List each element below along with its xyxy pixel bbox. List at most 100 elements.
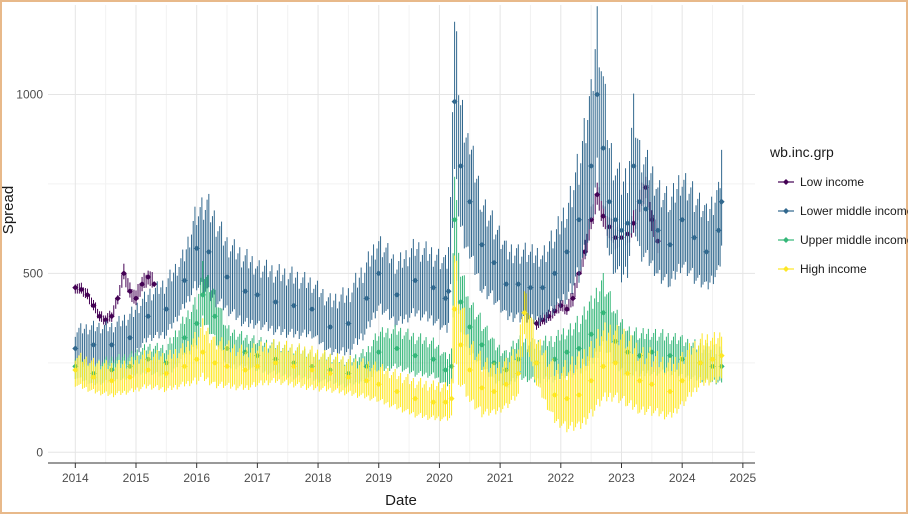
data-point bbox=[442, 399, 449, 406]
x-tick-label: 2023 bbox=[608, 471, 635, 485]
series-layer bbox=[72, 6, 725, 433]
data-point bbox=[145, 273, 152, 280]
data-point bbox=[308, 366, 315, 373]
data-point bbox=[345, 320, 352, 327]
y-tick-label: 0 bbox=[36, 445, 43, 459]
data-point bbox=[457, 163, 464, 170]
data-point bbox=[272, 298, 279, 305]
legend: wb.inc.grp Low income Lower middle income… bbox=[769, 144, 908, 276]
data-point bbox=[211, 313, 218, 320]
data-point bbox=[430, 399, 437, 406]
data-point bbox=[654, 227, 661, 234]
data-point bbox=[224, 273, 231, 280]
data-point bbox=[151, 281, 158, 288]
data-point bbox=[181, 334, 188, 341]
data-point bbox=[667, 352, 674, 359]
legend-label: Upper middle income bbox=[800, 233, 908, 247]
data-point bbox=[78, 286, 85, 293]
data-point bbox=[563, 248, 570, 255]
data-point bbox=[636, 198, 643, 205]
x-tick-label: 2019 bbox=[365, 471, 392, 485]
data-point bbox=[478, 241, 485, 248]
y-tick-label: 1000 bbox=[16, 87, 43, 101]
data-point bbox=[72, 284, 79, 291]
data-point bbox=[624, 220, 631, 227]
x-axis-title: Date bbox=[385, 492, 417, 509]
data-point bbox=[636, 377, 643, 384]
legend-item: Low income bbox=[778, 175, 864, 189]
x-tick-label: 2025 bbox=[730, 471, 757, 485]
data-point bbox=[363, 377, 370, 384]
data-point bbox=[667, 241, 674, 248]
data-point bbox=[679, 377, 686, 384]
legend-marker bbox=[783, 179, 789, 185]
data-point bbox=[193, 356, 200, 363]
data-point bbox=[448, 395, 455, 402]
data-point bbox=[648, 381, 655, 388]
data-point bbox=[503, 281, 510, 288]
data-point bbox=[478, 384, 485, 391]
data-point bbox=[569, 295, 576, 302]
data-point bbox=[412, 352, 419, 359]
data-point bbox=[199, 291, 206, 298]
data-point bbox=[393, 345, 400, 352]
data-point bbox=[132, 295, 139, 302]
data-point bbox=[442, 295, 449, 302]
data-point bbox=[120, 270, 127, 277]
data-point bbox=[624, 370, 631, 377]
legend-title: wb.inc.grp bbox=[769, 144, 834, 160]
x-tick-label: 2024 bbox=[669, 471, 696, 485]
data-point bbox=[96, 313, 103, 320]
data-point bbox=[199, 349, 206, 356]
data-point bbox=[576, 345, 583, 352]
data-point bbox=[466, 324, 473, 331]
data-point bbox=[576, 392, 583, 399]
data-point bbox=[600, 145, 607, 152]
data-point bbox=[451, 216, 458, 223]
data-point bbox=[345, 374, 352, 381]
data-point bbox=[630, 163, 637, 170]
x-tick-label: 2020 bbox=[426, 471, 453, 485]
data-point bbox=[718, 352, 725, 359]
data-point bbox=[290, 363, 297, 370]
data-point bbox=[430, 284, 437, 291]
data-point bbox=[703, 248, 710, 255]
data-point bbox=[503, 381, 510, 388]
series-upper-middle-income bbox=[72, 176, 725, 388]
data-point bbox=[551, 270, 558, 277]
data-point bbox=[412, 277, 419, 284]
data-point bbox=[375, 381, 382, 388]
data-point bbox=[533, 359, 540, 366]
legend-label: Low income bbox=[800, 175, 864, 189]
data-point bbox=[478, 341, 485, 348]
data-point bbox=[612, 216, 619, 223]
data-point bbox=[114, 295, 121, 302]
legend-label: Lower middle income bbox=[800, 204, 908, 218]
legend-item: Upper middle income bbox=[778, 233, 908, 247]
data-point bbox=[606, 198, 613, 205]
legend-item: High income bbox=[778, 262, 867, 276]
data-point bbox=[715, 227, 722, 234]
data-point bbox=[642, 205, 649, 212]
data-point bbox=[515, 281, 522, 288]
data-point bbox=[491, 259, 498, 266]
data-point bbox=[108, 341, 115, 348]
data-point bbox=[600, 213, 607, 220]
data-point bbox=[327, 324, 334, 331]
data-point bbox=[211, 359, 218, 366]
data-point bbox=[224, 363, 231, 370]
data-point bbox=[466, 198, 473, 205]
data-point bbox=[393, 291, 400, 298]
data-point bbox=[551, 392, 558, 399]
data-point bbox=[545, 313, 552, 320]
data-point bbox=[563, 395, 570, 402]
legend-marker bbox=[783, 208, 789, 214]
data-point bbox=[618, 227, 625, 234]
data-point bbox=[181, 277, 188, 284]
data-point bbox=[576, 216, 583, 223]
data-point bbox=[457, 298, 464, 305]
data-point bbox=[451, 306, 458, 313]
data-point bbox=[594, 91, 601, 98]
